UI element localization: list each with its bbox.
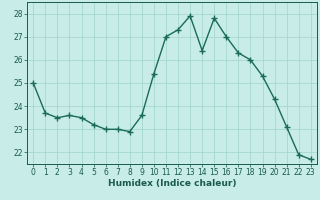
X-axis label: Humidex (Indice chaleur): Humidex (Indice chaleur): [108, 179, 236, 188]
